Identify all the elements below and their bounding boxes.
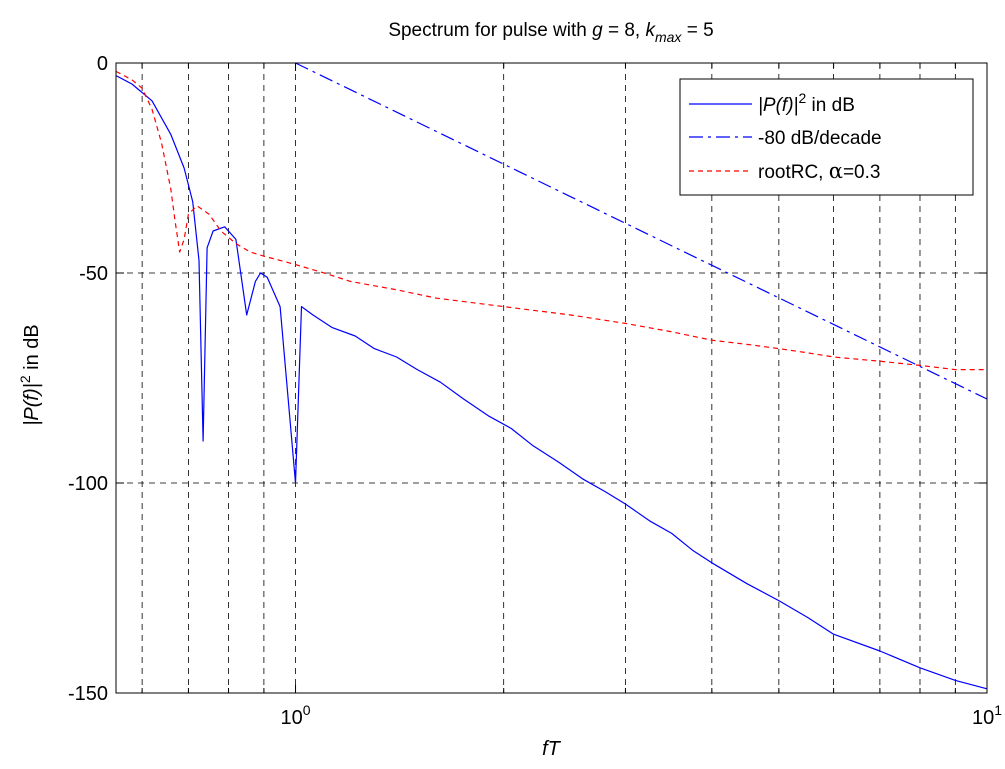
series-line-0: [115, 75, 988, 690]
series-line-2: [115, 70, 987, 371]
y-tick-label: -150: [68, 683, 108, 705]
x-tick-label: 100: [281, 702, 311, 729]
y-axis-title: |P(f)|2 in dB: [17, 324, 43, 426]
y-tick-label: 0: [97, 53, 108, 75]
legend-label-pulse: |P(f)|2 in dB: [758, 90, 855, 116]
y-tick-label: -50: [79, 263, 108, 285]
x-axis-title: fT: [542, 738, 562, 760]
legend-label-rootrc: rootRC, α=0.3: [758, 159, 880, 183]
ticks: 0 -50 -100 -150 100 101: [68, 53, 1002, 729]
legend-label-slope: -80 dB/decade: [758, 128, 882, 149]
chart-title: Spectrum for pulse with g = 8, kmax = 5: [388, 20, 713, 45]
plot-area-frame: [115, 62, 988, 694]
series-layer: [115, 62, 988, 690]
series-line-1: [295, 62, 988, 400]
x-tick-label: 101: [972, 702, 1002, 729]
y-tick-label: -100: [68, 473, 108, 495]
legend: |P(f)|2 in dB -80 dB/decade rootRC, α=0.…: [679, 78, 974, 196]
